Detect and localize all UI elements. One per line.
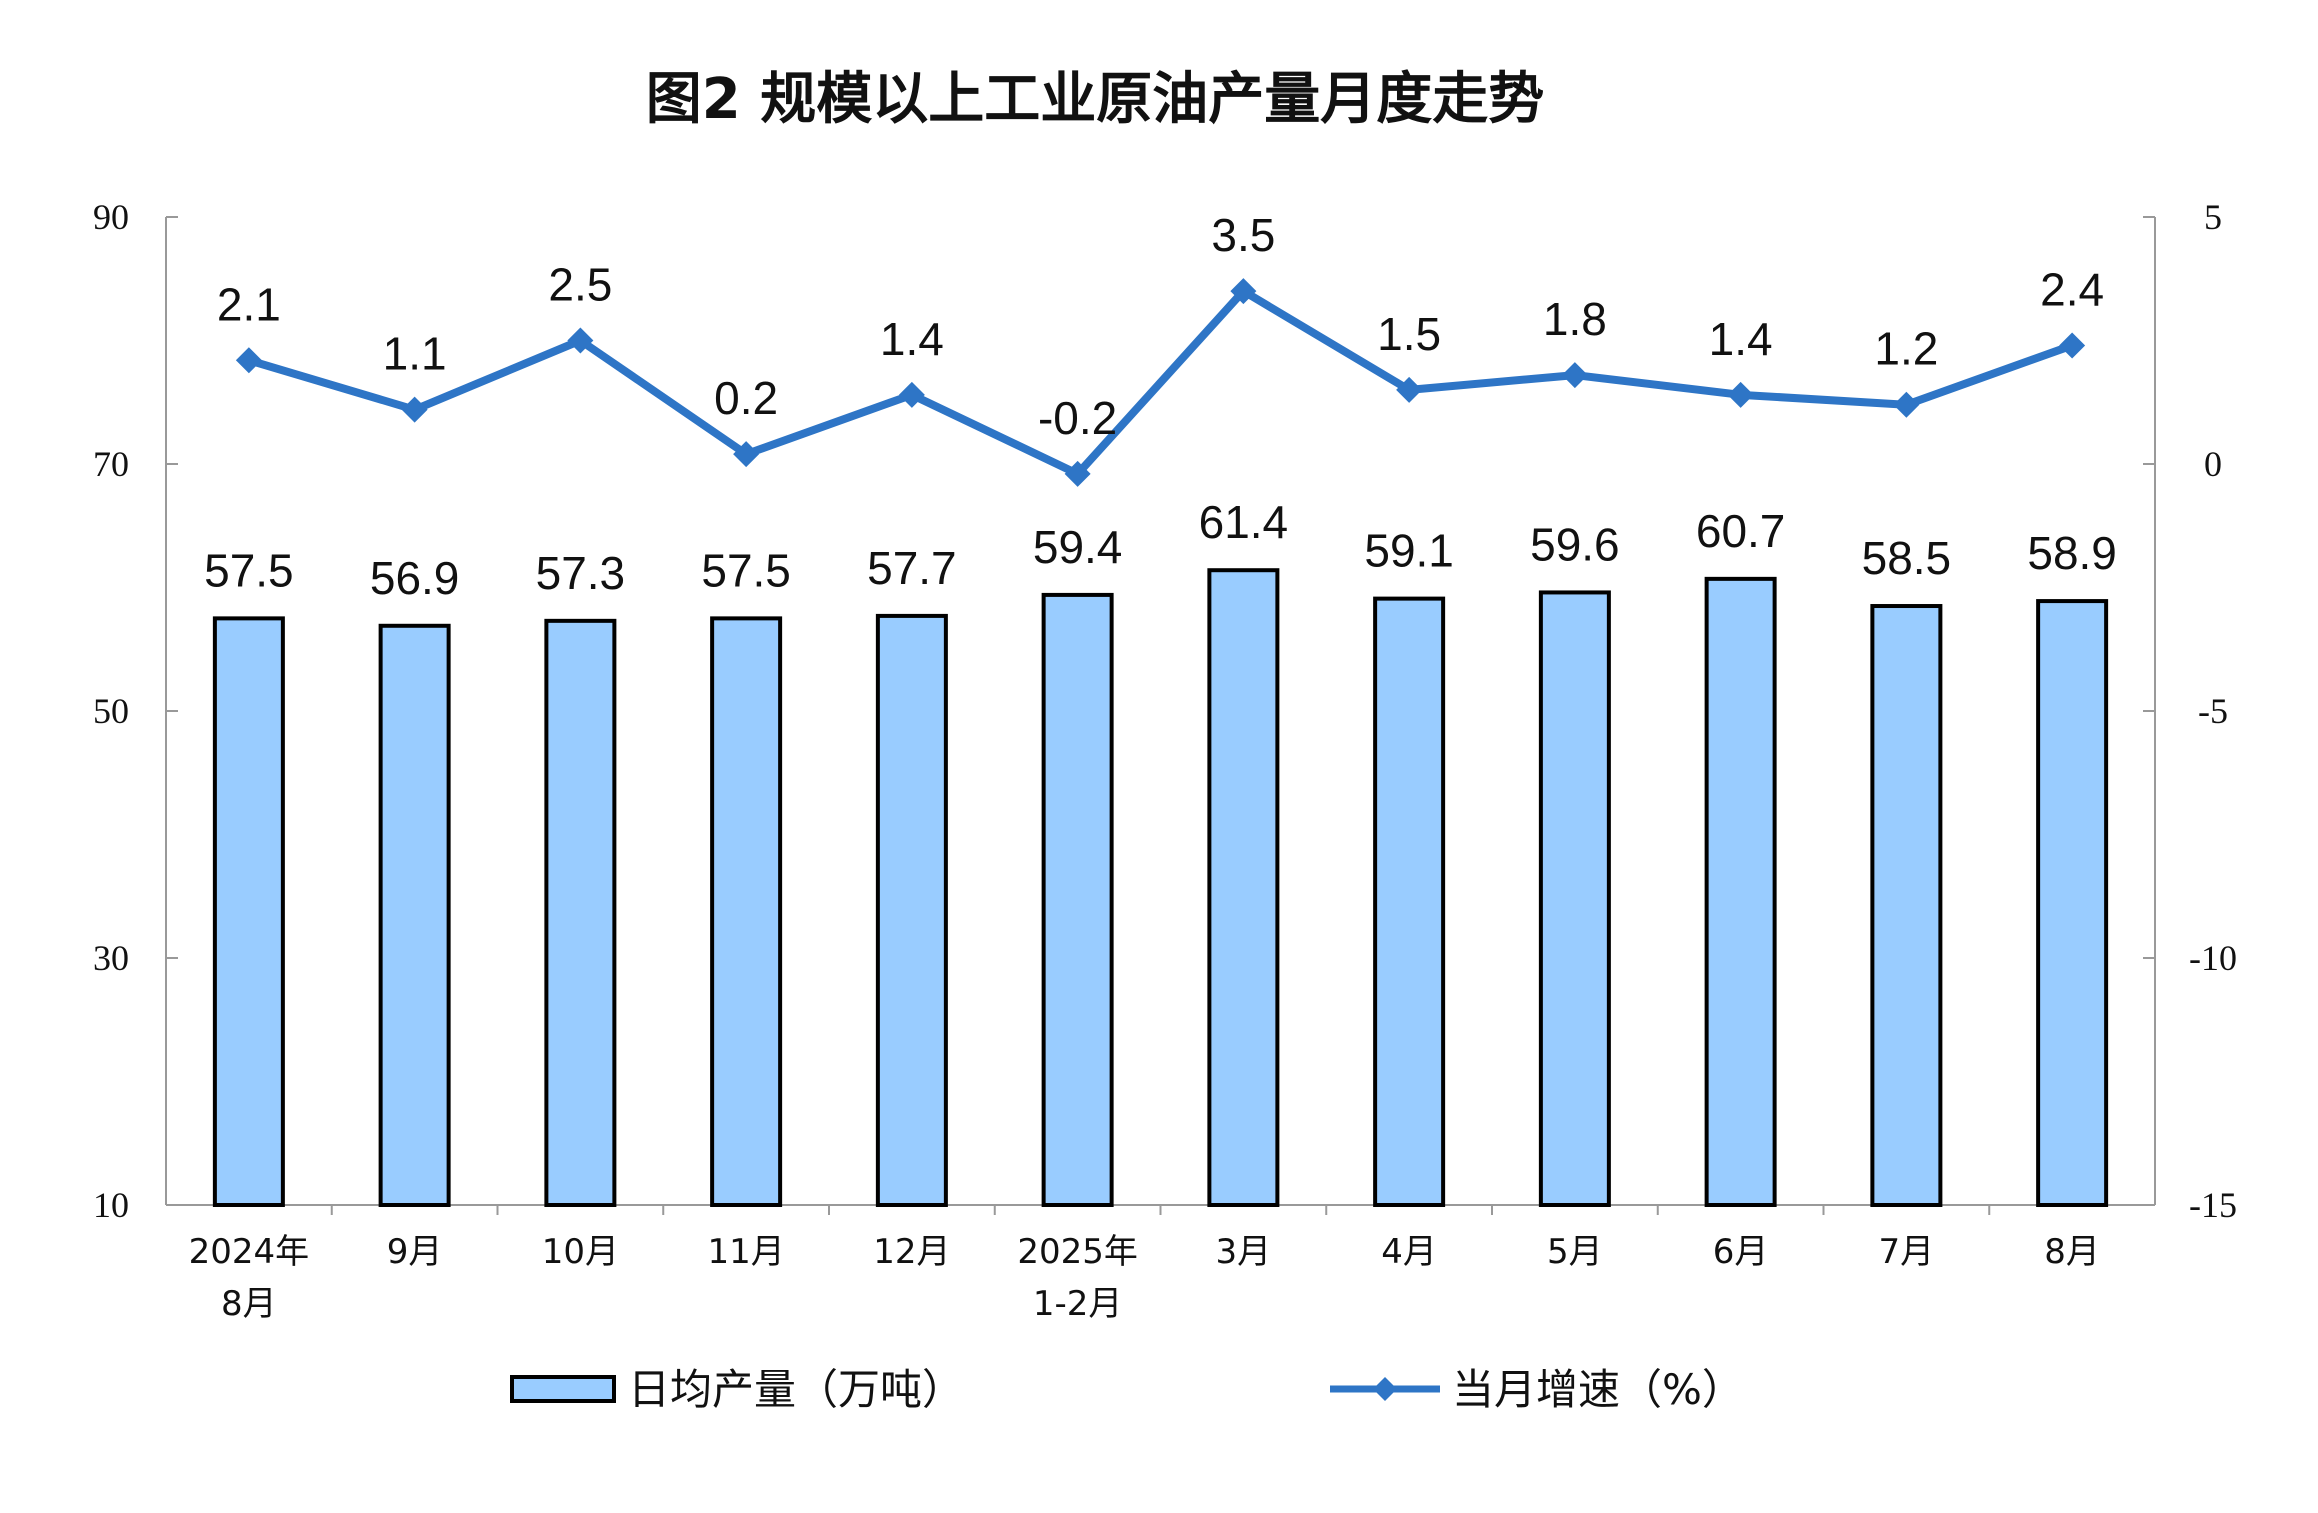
line-point <box>1893 391 1920 418</box>
x-tick-label: 9月 <box>387 1232 443 1272</box>
bar-data-label: 58.9 <box>2027 527 2117 579</box>
line-point <box>401 396 428 423</box>
line-point <box>1561 362 1588 389</box>
line-point <box>733 441 760 468</box>
growth-line <box>247 287 2074 478</box>
line-point <box>898 381 925 408</box>
left-tick-label: 70 <box>93 444 129 484</box>
line-point <box>1064 460 1091 487</box>
line-data-label: 1.1 <box>383 328 447 380</box>
x-tick-label: 3月 <box>1216 1232 1272 1272</box>
x-tick-label: 1-2月 <box>1033 1284 1123 1324</box>
bar-data-label: 59.6 <box>1530 518 1620 570</box>
line-point <box>1396 376 1423 403</box>
line-point <box>2059 332 2086 359</box>
bar <box>875 613 948 1207</box>
chart-title: 图2 规模以上工业原油产量月度走势 <box>646 67 1544 132</box>
line-data-label: 1.5 <box>1377 308 1441 360</box>
x-tick-label: 10月 <box>542 1232 619 1272</box>
line-data-label: 1.4 <box>1709 313 1773 365</box>
left-tick-label: 30 <box>93 938 129 978</box>
bar-data-label: 59.4 <box>1033 521 1123 573</box>
right-tick-label: 5 <box>2204 197 2222 237</box>
bar <box>1207 568 1280 1207</box>
bar <box>710 616 783 1207</box>
x-tick-label: 8月 <box>221 1284 277 1324</box>
legend-line-marker <box>1373 1377 1397 1401</box>
line-point <box>1727 381 1754 408</box>
bar <box>212 616 285 1207</box>
x-tick-label: 7月 <box>1879 1232 1935 1272</box>
right-tick-label: -15 <box>2189 1185 2237 1225</box>
legend-bar-swatch <box>510 1375 616 1403</box>
bar <box>2036 599 2109 1207</box>
line-data-label: -0.2 <box>1038 392 1117 444</box>
x-tick-label: 2025年 <box>1017 1232 1138 1272</box>
right-tick-label: -10 <box>2189 938 2237 978</box>
line-point <box>235 347 262 374</box>
bar <box>544 618 617 1207</box>
x-tick-label: 5月 <box>1547 1232 1603 1272</box>
bar <box>1870 604 1943 1207</box>
bar-data-label: 60.7 <box>1696 505 1786 557</box>
x-tick-label: 2024年 <box>189 1232 310 1272</box>
bar-data-label: 57.5 <box>701 544 791 596</box>
bar <box>1538 590 1611 1207</box>
right-tick-label: -5 <box>2198 691 2228 731</box>
bar-data-label: 61.4 <box>1199 496 1289 548</box>
bar-data-label: 57.7 <box>867 542 957 594</box>
line-data-label: 2.4 <box>2040 263 2104 315</box>
x-tick-label: 11月 <box>707 1232 784 1272</box>
bar <box>1373 596 1446 1207</box>
bar-data-label: 57.3 <box>536 547 626 599</box>
line-data-label: 2.1 <box>217 278 281 330</box>
line-point <box>567 327 594 354</box>
bar-data-label: 56.9 <box>370 552 460 604</box>
line-data-label: 1.8 <box>1543 293 1607 345</box>
bar <box>1041 592 1114 1207</box>
line-data-label: 0.2 <box>714 372 778 424</box>
left-tick-label: 10 <box>93 1185 129 1225</box>
bar-data-label: 58.5 <box>1862 532 1952 584</box>
bar-data-label: 59.1 <box>1364 525 1454 577</box>
left-tick-label: 50 <box>93 691 129 731</box>
line-data-label: 3.5 <box>1211 209 1275 261</box>
left-tick-label: 90 <box>93 197 129 237</box>
bar <box>378 623 451 1207</box>
line-data-label: 2.5 <box>548 259 612 311</box>
x-tick-label: 6月 <box>1713 1232 1769 1272</box>
x-tick-label: 4月 <box>1381 1232 1437 1272</box>
line-data-label: 1.4 <box>880 313 944 365</box>
legend-bar-label: 日均产量（万吨） <box>628 1365 964 1414</box>
legend: 日均产量（万吨） 当月增速（%） <box>510 1365 1744 1414</box>
line-data-label: 1.2 <box>1874 323 1938 375</box>
bar <box>1704 576 1777 1207</box>
x-tick-label: 12月 <box>873 1232 950 1272</box>
bar-data-label: 57.5 <box>204 544 294 596</box>
right-tick-label: 0 <box>2204 444 2222 484</box>
x-tick-label: 8月 <box>2044 1232 2100 1272</box>
line-point <box>1230 278 1257 305</box>
legend-line-label: 当月增速（%） <box>1452 1365 1744 1414</box>
